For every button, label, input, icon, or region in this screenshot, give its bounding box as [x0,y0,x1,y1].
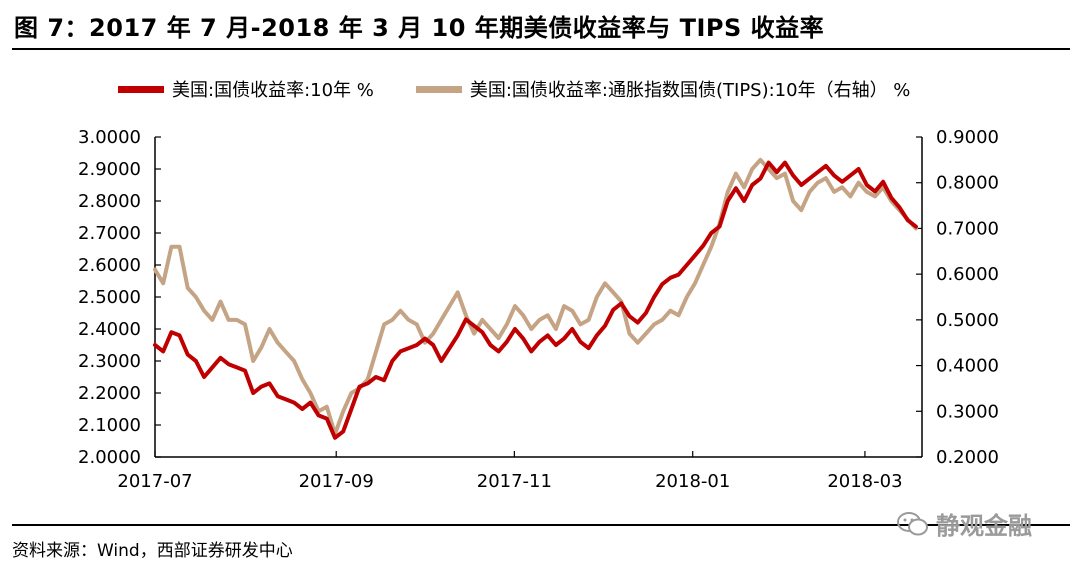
legend-swatch-tips [415,85,462,93]
x-tick-label: 2017-07 [117,471,192,492]
y-left-tick-label: 2.0000 [78,447,141,468]
chart-legend: 美国:国债收益率:10年 % 美国:国债收益率:通胀指数国债(TIPS):10年… [118,76,952,102]
y-right-tick-label: 0.7000 [936,218,999,239]
legend-item-nominal: 美国:国债收益率:10年 % [118,76,374,102]
series-line-tips-10y [153,157,918,437]
y-right-tick-label: 0.4000 [936,356,999,377]
y-left-tick-label: 2.3000 [78,351,141,372]
y-right-tick-label: 0.9000 [936,127,999,148]
y-right-tick-label: 0.5000 [936,310,999,331]
y-left-tick-label: 2.7000 [78,223,141,244]
title-divider [12,48,1070,50]
y-left-tick-label: 2.5000 [78,287,141,308]
y-left-tick-label: 2.8000 [78,191,141,212]
y-left-tick-label: 2.9000 [78,159,141,180]
footer-divider [12,524,1070,526]
y-left-tick-label: 2.2000 [78,383,141,404]
x-tick-label: 2017-09 [299,471,374,492]
x-tick-label: 2017-11 [477,471,552,492]
y-right-tick-label: 0.6000 [936,264,999,285]
y-right-tick-label: 0.3000 [936,401,999,422]
x-tick-label: 2018-03 [827,471,902,492]
legend-item-tips: 美国:国债收益率:通胀指数国债(TIPS):10年（右轴） % [415,76,911,102]
legend-label-nominal: 美国:国债收益率:10年 % [172,80,374,101]
figure-title: 图 7：2017 年 7 月-2018 年 3 月 10 年期美债收益率与 TI… [14,14,825,42]
chart-axes: 2.0000 2.1000 2.2000 2.3000 2.4000 2.5000 2.60… [78,127,999,492]
series-line-nominal-10y [153,160,918,440]
y-left-tick-label: 2.4000 [78,319,141,340]
watermark-text: 静观金融 [936,512,1032,540]
y-right-tick-label: 0.8000 [936,173,999,194]
x-tick-label: 2018-01 [655,471,730,492]
legend-label-tips: 美国:国债收益率:通胀指数国债(TIPS):10年（右轴） % [469,80,911,101]
y-left-tick-label: 2.6000 [78,255,141,276]
y-left-tick-label: 3.0000 [78,127,141,148]
watermark: 静观金融 [896,506,1032,541]
y-right-tick-label: 0.2000 [936,447,999,468]
wechat-icon [897,511,928,535]
chart-series [153,157,918,440]
legend-swatch-nominal [118,85,164,93]
source-note: 资料来源：Wind，西部证券研发中心 [12,541,293,561]
y-left-tick-label: 2.1000 [78,415,141,436]
